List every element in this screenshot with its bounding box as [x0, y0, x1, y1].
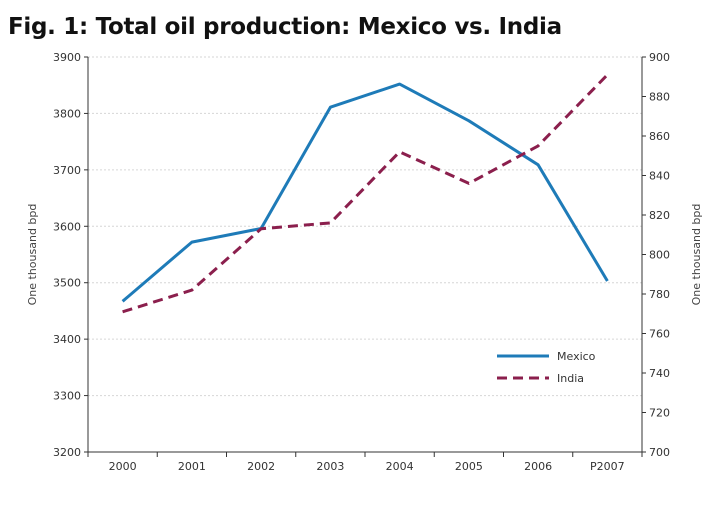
- y-tick-label-left: 3200: [53, 446, 81, 459]
- legend: Mexico India: [497, 350, 596, 385]
- series-line-india: [122, 73, 609, 314]
- y-tick-label-right: 760: [649, 328, 670, 341]
- y-tick-label-right: 820: [649, 209, 670, 222]
- y-tick-label-right: 700: [649, 446, 670, 459]
- y-axis-title-right: One thousand bpd: [690, 204, 703, 306]
- grid-lines: [88, 56, 642, 397]
- y-tick-label-right: 880: [649, 91, 670, 104]
- x-tick-label: 2002: [247, 460, 275, 473]
- y-tick-label-left: 3500: [53, 277, 81, 290]
- chart-title: Fig. 1: Total oil production: Mexico vs.…: [8, 14, 562, 40]
- x-tick-label: 2003: [316, 460, 344, 473]
- x-tick-label: 2006: [524, 460, 552, 473]
- x-tick-label: P2007: [590, 460, 625, 473]
- y-tick-label-left: 3700: [53, 164, 81, 177]
- y-tick-label-left: 3300: [53, 390, 81, 403]
- y-tick-label-right: 740: [649, 367, 670, 380]
- legend-label-india: India: [557, 372, 584, 385]
- y-tick-label-right: 780: [649, 288, 670, 301]
- axes: 3200 3300 3400 3500 3600 3700 3800 3900 700 720 74…: [26, 51, 703, 473]
- legend-label-mexico: Mexico: [557, 350, 596, 363]
- y-tick-label-left: 3800: [53, 107, 81, 120]
- y-tick-label-left: 3600: [53, 220, 81, 233]
- x-tick-label: 2004: [386, 460, 414, 473]
- x-tick-label: 2000: [109, 460, 137, 473]
- x-tick-label: 2001: [178, 460, 206, 473]
- y-tick-label-right: 800: [649, 249, 670, 262]
- y-tick-label-right: 900: [649, 51, 670, 64]
- y-tick-label-right: 720: [649, 407, 670, 420]
- x-tick-label: 2005: [455, 460, 483, 473]
- y-axis-title-left: One thousand bpd: [26, 204, 39, 306]
- y-tick-label-left: 3900: [53, 51, 81, 64]
- y-tick-label-right: 860: [649, 130, 670, 143]
- series-line-mexico: [121, 82, 609, 303]
- y-tick-label-left: 3400: [53, 333, 81, 346]
- y-tick-label-right: 840: [649, 170, 670, 183]
- series-lines: [121, 73, 609, 314]
